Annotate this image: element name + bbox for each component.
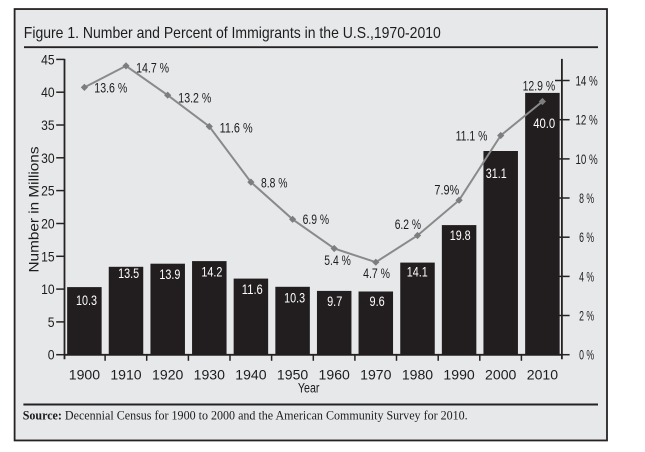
svg-text:19.8: 19.8 <box>450 228 471 243</box>
svg-text:9.6: 9.6 <box>370 294 385 309</box>
svg-text:5.4 %: 5.4 % <box>324 253 351 268</box>
svg-text:7.9%: 7.9% <box>434 183 459 198</box>
svg-text:30: 30 <box>41 151 55 166</box>
svg-text:6.9 %: 6.9 % <box>303 212 330 227</box>
svg-text:1990: 1990 <box>443 367 475 383</box>
svg-text:1950: 1950 <box>277 367 309 383</box>
svg-text:40.0: 40.0 <box>533 116 555 131</box>
svg-text:4 %: 4 % <box>579 268 594 284</box>
svg-text:14 %: 14 % <box>575 73 597 89</box>
svg-text:4.7 %: 4.7 % <box>363 266 390 281</box>
svg-text:2 %: 2 % <box>579 308 594 324</box>
svg-text:45: 45 <box>41 52 55 67</box>
svg-text:9.7: 9.7 <box>327 294 342 309</box>
svg-text:5: 5 <box>48 315 55 330</box>
svg-text:1930: 1930 <box>194 367 226 383</box>
svg-text:13.9: 13.9 <box>159 267 180 282</box>
svg-text:14.7 %: 14.7 % <box>136 60 169 75</box>
svg-text:12.9 %: 12.9 % <box>523 78 556 93</box>
svg-text:40: 40 <box>41 85 55 100</box>
svg-text:1900: 1900 <box>69 367 101 383</box>
svg-text:11.1 %: 11.1 % <box>456 129 488 144</box>
svg-text:8 %: 8 % <box>579 190 594 206</box>
svg-text:1960: 1960 <box>319 367 351 383</box>
svg-text:1980: 1980 <box>402 367 434 383</box>
svg-text:8.8 %: 8.8 % <box>261 176 288 191</box>
svg-text:2000: 2000 <box>485 367 517 383</box>
svg-text:1910: 1910 <box>110 367 142 383</box>
svg-text:10: 10 <box>41 282 55 297</box>
svg-text:31.1: 31.1 <box>486 166 507 181</box>
svg-text:10.3: 10.3 <box>284 291 305 306</box>
svg-text:1920: 1920 <box>152 367 184 383</box>
svg-text:10 %: 10 % <box>575 151 597 167</box>
svg-text:10.3: 10.3 <box>76 293 97 308</box>
svg-text:15: 15 <box>41 249 55 264</box>
svg-text:Year: Year <box>298 380 320 395</box>
svg-text:Number in Millions: Number in Millions <box>26 146 41 272</box>
svg-text:25: 25 <box>41 184 55 199</box>
svg-text:0: 0 <box>48 348 55 363</box>
svg-text:13.5: 13.5 <box>118 266 139 281</box>
svg-text:1970: 1970 <box>360 367 392 383</box>
svg-text:Source: Decennial Census for 1: Source: Decennial Census for 1900 to 200… <box>23 408 468 422</box>
svg-text:35: 35 <box>41 118 55 133</box>
svg-text:20: 20 <box>41 217 55 232</box>
svg-text:11.6 %: 11.6 % <box>220 120 253 135</box>
svg-text:13.2 %: 13.2 % <box>178 90 211 105</box>
svg-text:14.1: 14.1 <box>407 265 428 280</box>
svg-text:2010: 2010 <box>527 367 559 383</box>
svg-text:13.6 %: 13.6 % <box>94 81 127 96</box>
svg-text:1940: 1940 <box>235 367 267 383</box>
svg-text:14.2: 14.2 <box>201 265 222 280</box>
svg-text:11.6: 11.6 <box>242 282 263 297</box>
svg-text:6.2 %: 6.2 % <box>395 217 421 232</box>
svg-text:Figure 1. Number and Percent o: Figure 1. Number and Percent of Immigran… <box>24 25 441 42</box>
svg-text:6 %: 6 % <box>579 229 594 245</box>
svg-text:0 %: 0 % <box>579 347 594 363</box>
svg-text:12 %: 12 % <box>575 112 597 128</box>
